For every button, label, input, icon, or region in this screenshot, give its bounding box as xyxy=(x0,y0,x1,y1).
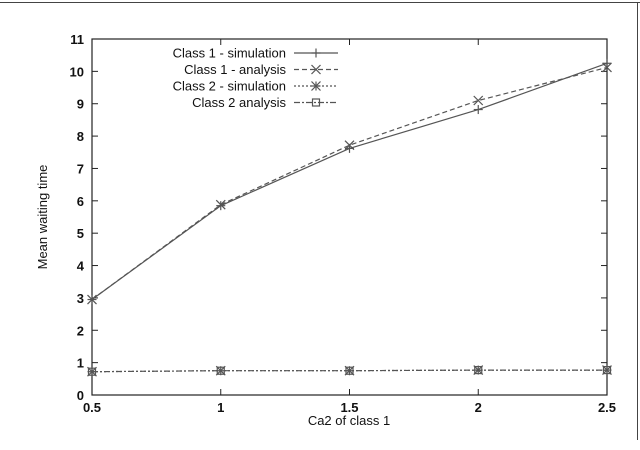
data-point-series-2 xyxy=(473,95,484,106)
x-tick-label: 1 xyxy=(217,400,224,415)
y-tick-label: 1 xyxy=(77,356,84,371)
data-point-series-2 xyxy=(602,62,612,73)
x-tick-label: 2 xyxy=(475,400,482,415)
y-tick-label: 10 xyxy=(70,64,84,79)
y-tick-label: 2 xyxy=(77,323,84,338)
frame-right-border xyxy=(637,2,638,440)
data-point-series-2 xyxy=(344,140,355,151)
data-point-series-2 xyxy=(215,199,226,210)
y-axis-title: Mean waiting time xyxy=(35,165,50,270)
y-tick-label: 9 xyxy=(77,97,84,112)
y-tick-label: 5 xyxy=(77,226,84,241)
data-point-series-4 xyxy=(345,366,354,375)
series-line-2 xyxy=(91,66,608,300)
data-point-series-1 xyxy=(602,58,612,68)
y-tick-label: 4 xyxy=(77,259,85,274)
series-line-4 xyxy=(91,369,607,373)
data-point-series-1 xyxy=(216,201,226,211)
plot-area xyxy=(91,38,608,396)
data-point-series-4 xyxy=(602,365,612,375)
legend-label: Class 1 - simulation xyxy=(173,46,286,61)
x-tick-label: 2.5 xyxy=(598,400,616,415)
legend-swatch-marker xyxy=(311,98,321,107)
legend-label: Class 2 - simulation xyxy=(173,79,286,94)
y-axis-ticks: 0 1 2 3 4 5 6 7 8 9 10 11 xyxy=(70,32,607,403)
series-layer xyxy=(87,58,612,377)
data-point-series-1 xyxy=(473,105,483,115)
series-line-1 xyxy=(91,62,608,300)
data-point-series-2 xyxy=(87,294,97,305)
y-tick-label: 11 xyxy=(70,32,84,47)
x-tick-label: 0.5 xyxy=(83,400,101,415)
y-tick-label: 3 xyxy=(77,291,84,306)
frame-top-border xyxy=(0,2,640,3)
legend-swatch-marker xyxy=(311,48,321,58)
data-point-series-4 xyxy=(87,367,97,376)
legend-label: Class 1 - analysis xyxy=(184,62,286,77)
data-point-series-4 xyxy=(474,365,483,375)
y-tick-label: 8 xyxy=(77,129,84,144)
legend-label: Class 2 analysis xyxy=(192,95,286,110)
data-point-series-4 xyxy=(216,366,225,375)
legend-swatch-marker xyxy=(311,81,321,91)
y-tick-label: 7 xyxy=(77,161,84,176)
x-tick-label: 1.5 xyxy=(340,400,358,415)
y-tick-label: 6 xyxy=(77,194,84,209)
x-axis-ticks: 0.5 1 1.5 2 2.5 xyxy=(83,39,616,415)
x-axis-title: Ca2 of class 1 xyxy=(308,413,390,428)
y-tick-label: 0 xyxy=(77,388,84,403)
legend-swatch-marker xyxy=(311,64,321,75)
